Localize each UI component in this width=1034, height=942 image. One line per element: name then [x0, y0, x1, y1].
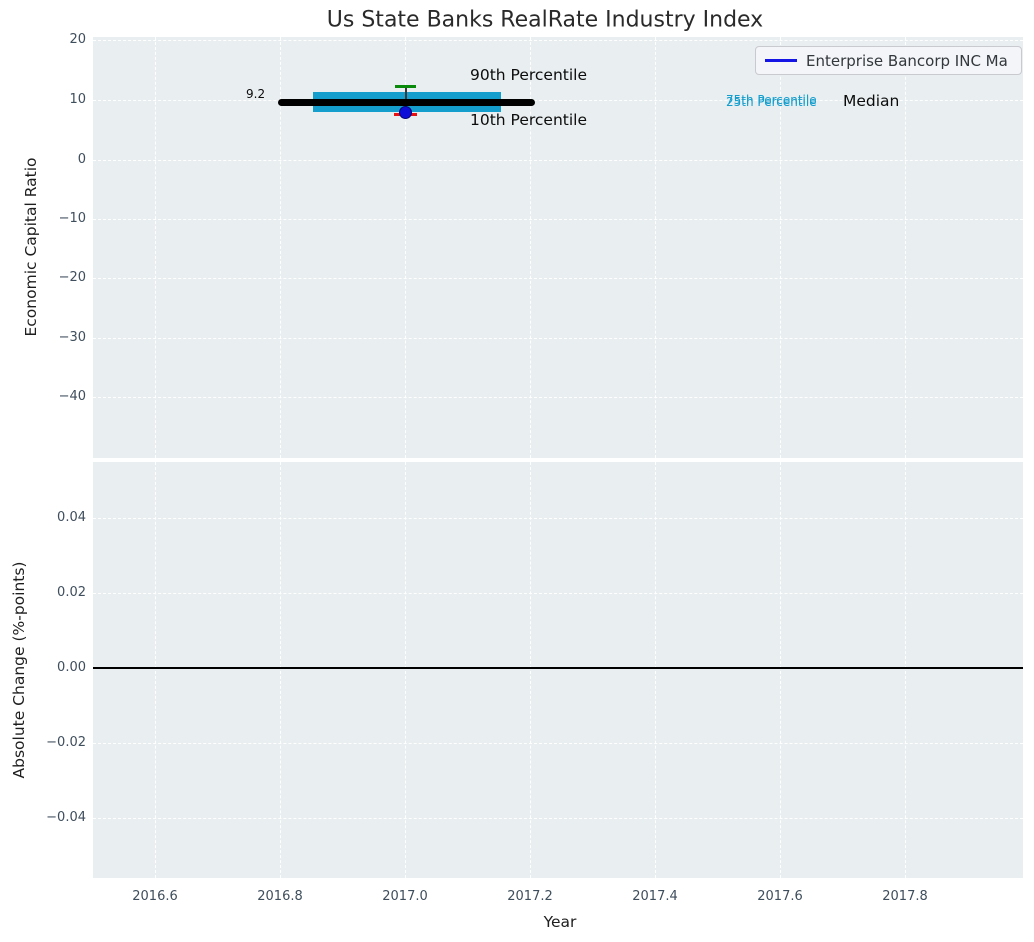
gridline	[280, 37, 281, 458]
x-tick-label: 2017.0	[382, 889, 428, 904]
gridline	[93, 100, 1023, 101]
p75-label: 75th Percentile	[726, 93, 817, 107]
y-tick-label: −0.04	[46, 810, 86, 825]
median-value-label: 9.2	[246, 87, 266, 101]
chart-title: Us State Banks RealRate Industry Index	[326, 7, 764, 33]
gridline	[93, 593, 1023, 594]
gridline	[155, 37, 156, 458]
bottom-y-axis-label: Absolute Change (%-points)	[10, 561, 28, 779]
x-tick-label: 2017.2	[507, 889, 553, 904]
legend-label: Enterprise Bancorp INC Ma	[806, 51, 1008, 70]
gridline	[655, 462, 656, 878]
p25-label: 25th Percentile	[726, 95, 817, 109]
x-tick-label: 2016.8	[257, 889, 303, 904]
gridline	[93, 40, 1023, 41]
gridline	[655, 37, 656, 458]
company-marker	[399, 106, 412, 119]
x-tick-label: 2017.6	[757, 889, 803, 904]
gridline	[93, 160, 1023, 161]
gridline	[93, 338, 1023, 339]
gridline	[405, 462, 406, 878]
x-axis-label: Year	[543, 913, 577, 931]
median-label: Median	[843, 92, 900, 110]
bottom-plot-area	[93, 462, 1023, 878]
gridline	[280, 462, 281, 878]
gridline	[93, 518, 1023, 519]
gridline	[780, 37, 781, 458]
legend: Enterprise Bancorp INC Ma	[755, 46, 1022, 75]
gridline	[93, 818, 1023, 819]
y-tick-label: −40	[58, 389, 86, 404]
gridline	[155, 462, 156, 878]
top-y-axis-label: Economic Capital Ratio	[22, 157, 40, 337]
gridline	[530, 462, 531, 878]
gridline	[530, 37, 531, 458]
x-tick-label: 2017.8	[882, 889, 928, 904]
gridline	[780, 462, 781, 878]
gridline	[93, 278, 1023, 279]
y-tick-label: −10	[58, 211, 86, 226]
x-tick-label: 2017.4	[632, 889, 678, 904]
x-tick-label: 2016.6	[132, 889, 178, 904]
y-tick-label: −30	[58, 330, 86, 345]
gridline	[93, 743, 1023, 744]
p90-cap	[395, 85, 416, 88]
p90-label: 90th Percentile	[470, 66, 588, 84]
median-line	[278, 99, 535, 106]
top-plot-area: 9.2 90th Percentile 10th Percentile 75th…	[93, 37, 1023, 458]
zero-line	[93, 667, 1023, 669]
y-tick-label: 20	[69, 32, 86, 47]
gridline	[93, 219, 1023, 220]
gridline	[905, 462, 906, 878]
p10-label: 10th Percentile	[470, 111, 588, 129]
legend-line-swatch	[765, 59, 797, 62]
y-tick-label: 0.00	[57, 660, 86, 675]
y-tick-label: 0.02	[57, 585, 86, 600]
y-tick-label: −20	[58, 270, 86, 285]
gridline	[905, 37, 906, 458]
gridline	[405, 37, 406, 458]
gridline	[93, 397, 1023, 398]
y-tick-label: 0.04	[57, 510, 86, 525]
y-tick-label: 10	[69, 92, 86, 107]
y-tick-label: −0.02	[46, 735, 86, 750]
y-tick-label: 0	[77, 152, 86, 167]
